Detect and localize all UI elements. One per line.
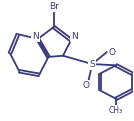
Text: N: N: [72, 32, 78, 41]
Text: S: S: [89, 60, 95, 69]
Text: O: O: [82, 81, 89, 90]
Text: O: O: [109, 48, 116, 57]
Text: Br: Br: [49, 2, 59, 11]
Text: N: N: [32, 32, 39, 41]
Text: CH₃: CH₃: [109, 106, 123, 115]
